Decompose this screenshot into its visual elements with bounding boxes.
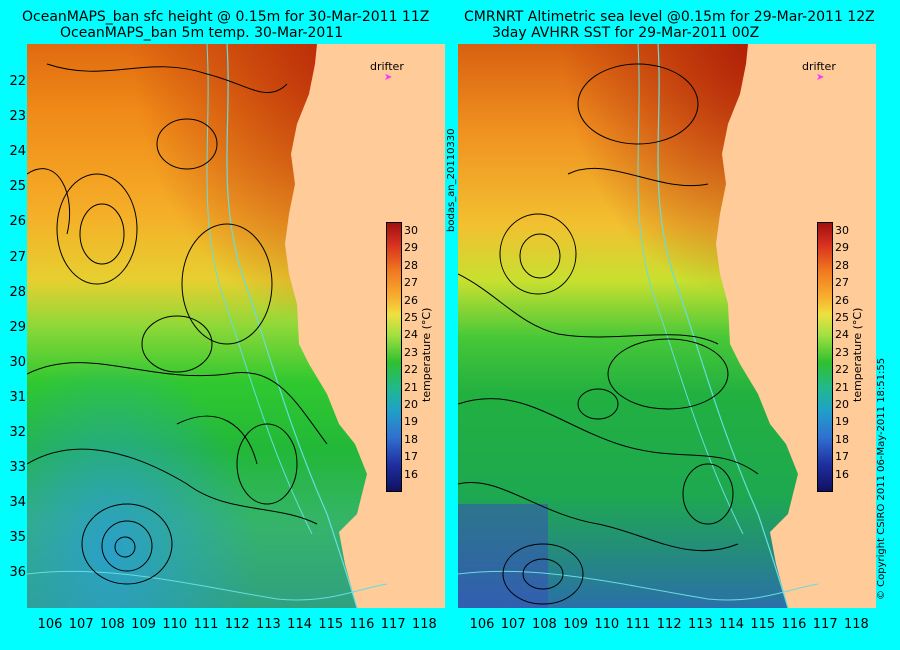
lon-tick: 106 <box>469 617 495 632</box>
colorbar-tick: 29 <box>404 241 418 255</box>
coastline-land <box>285 44 445 608</box>
lat-tick: 30 <box>9 354 26 370</box>
run-id-label: bodas_an_20110330 <box>446 128 457 232</box>
colorbar-tick: 19 <box>404 415 418 429</box>
lat-tick: 23 <box>9 109 26 125</box>
colorbar-tick: 23 <box>404 345 418 359</box>
lat-tick: 35 <box>9 530 26 546</box>
lon-tick: 112 <box>656 617 682 632</box>
lon-tick: 114 <box>719 617 745 632</box>
colorbar-tick: 28 <box>404 258 418 272</box>
colorbar-left <box>386 222 402 492</box>
lon-tick: 108 <box>99 617 125 632</box>
lon-tick: 118 <box>843 617 869 632</box>
lon-tick: 109 <box>563 617 589 632</box>
left-map-panel[interactable] <box>27 44 445 608</box>
colorbar-tick: 18 <box>835 432 849 446</box>
colorbar-tick: 26 <box>404 293 418 307</box>
lon-tick: 114 <box>287 617 313 632</box>
lon-tick: 118 <box>411 617 437 632</box>
right-map-panel[interactable] <box>458 44 876 608</box>
copyright-label: © Copyright CSIRO 2011 06-May-2011 18:51… <box>876 357 887 600</box>
lon-tick: 107 <box>500 617 526 632</box>
coastline-land <box>716 44 876 608</box>
lon-tick: 111 <box>625 617 651 632</box>
colorbar-tick: 24 <box>835 328 849 342</box>
colorbar-tick: 25 <box>404 311 418 324</box>
colorbar-tick: 28 <box>835 258 849 272</box>
lat-tick: 26 <box>9 214 26 230</box>
left-title-line1: OceanMAPS_ban sfc height @ 0.15m for 30-… <box>22 9 430 25</box>
colorbar-tick: 29 <box>835 241 849 255</box>
colorbar-tick: 26 <box>835 293 849 307</box>
right-title-line1: CMRNRT Altimetric sea level @0.15m for 2… <box>464 9 875 25</box>
left-title-line2: OceanMAPS_ban 5m temp. 30-Mar-2011 <box>60 25 344 41</box>
lon-tick: 115 <box>750 617 776 632</box>
lat-tick: 28 <box>9 284 26 300</box>
colorbar-label-right: temperature (°C) <box>851 307 864 402</box>
left-map-svg <box>27 44 445 608</box>
lon-tick: 112 <box>224 617 250 632</box>
colorbar-tick: 22 <box>404 363 418 377</box>
colorbar-tick: 17 <box>404 450 418 464</box>
lat-tick: 36 <box>9 565 26 581</box>
colorbar-tick: 25 <box>835 311 849 324</box>
drifter-marker-left: ➤ <box>384 72 393 83</box>
colorbar-tick: 20 <box>404 398 418 411</box>
colorbar-tick: 21 <box>404 380 418 394</box>
lat-tick: 29 <box>9 319 26 335</box>
lon-tick: 113 <box>255 617 281 632</box>
lon-tick: 116 <box>781 617 807 632</box>
colorbar-tick: 30 <box>835 224 849 237</box>
lon-tick: 113 <box>687 617 713 632</box>
lat-tick: 27 <box>9 249 26 265</box>
right-title-line2: 3day AVHRR SST for 29-Mar-2011 00Z <box>492 25 760 41</box>
colorbar-tick: 23 <box>835 345 849 359</box>
right-map-svg <box>458 44 876 608</box>
colorbar-right <box>817 222 833 492</box>
lon-tick: 110 <box>594 617 620 632</box>
colorbar-tick: 16 <box>835 467 849 481</box>
colorbar-tick: 27 <box>404 276 418 290</box>
colorbar-tick: 24 <box>404 328 418 342</box>
colorbar-tick: 22 <box>835 363 849 377</box>
colorbar-tick: 21 <box>835 380 849 394</box>
lon-tick: 106 <box>37 617 63 632</box>
colorbar-tick: 16 <box>404 467 418 481</box>
drifter-marker-right: ➤ <box>816 72 825 83</box>
colorbar-tick: 17 <box>835 450 849 464</box>
lat-tick: 22 <box>9 74 26 89</box>
lon-tick: 117 <box>380 617 406 632</box>
colorbar-tick: 20 <box>835 398 849 411</box>
drifter-label-right: drifter <box>802 60 836 73</box>
colorbar-tick: 19 <box>835 415 849 429</box>
lat-tick: 25 <box>9 179 26 195</box>
colorbar-tick: 30 <box>404 224 418 237</box>
lon-tick: 107 <box>68 617 94 632</box>
lon-tick: 110 <box>162 617 188 632</box>
lat-tick: 33 <box>9 460 26 476</box>
colorbar-tick: 18 <box>404 432 418 446</box>
lon-tick: 115 <box>318 617 344 632</box>
lat-tick: 31 <box>9 389 26 405</box>
lat-tick: 34 <box>9 495 26 511</box>
lat-tick: 24 <box>9 144 26 160</box>
lon-tick: 117 <box>812 617 838 632</box>
colorbar-label-left: temperature (°C) <box>420 307 433 402</box>
lon-tick: 109 <box>131 617 157 632</box>
colorbar-tick: 27 <box>835 276 849 290</box>
lon-tick: 108 <box>531 617 557 632</box>
lat-tick: 32 <box>9 425 26 440</box>
drifter-label-left: drifter <box>370 60 404 73</box>
lon-tick: 111 <box>193 617 219 632</box>
lon-tick: 116 <box>349 617 375 632</box>
